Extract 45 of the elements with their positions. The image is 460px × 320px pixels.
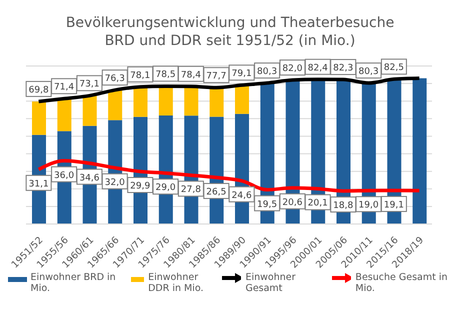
data-label: 19,1 [384, 200, 404, 210]
bar [32, 101, 46, 135]
data-label: 34,6 [79, 173, 100, 184]
data-label: 27,8 [180, 185, 202, 196]
data-label: 78,1 [130, 70, 150, 81]
data-label: 69,8 [28, 85, 49, 96]
data-label: 20,1 [308, 198, 328, 209]
data-label: 76,3 [104, 74, 125, 84]
data-label: 80,3 [358, 67, 379, 78]
data-label: 20,6 [282, 198, 303, 208]
data-label: 31,1 [28, 179, 49, 190]
bar [412, 78, 427, 224]
data-label: 24,6 [232, 190, 252, 201]
data-label: 19,0 [358, 200, 379, 211]
bar [210, 88, 224, 117]
data-label: 32,0 [104, 178, 126, 188]
legend-label: Einwohner DDR in Mio. [148, 272, 204, 294]
data-label: 18,8 [333, 200, 354, 211]
data-label: 82,0 [282, 64, 303, 74]
data-label: 26,5 [206, 187, 226, 198]
bar [108, 90, 122, 120]
data-label: 80,3 [257, 67, 278, 78]
bar [134, 86, 148, 117]
bar [235, 85, 249, 114]
data-label: 77,7 [206, 72, 226, 82]
data-label: 79,1 [232, 69, 252, 80]
data-label: 82,4 [308, 63, 328, 74]
data-label: 19,5 [257, 200, 278, 210]
data-label: 82,3 [333, 64, 354, 74]
legend-label: Einwohner Gesamt [245, 272, 296, 294]
data-label: 71,4 [54, 82, 74, 93]
data-label: 29,9 [130, 182, 150, 192]
data-label: 78,5 [156, 70, 176, 80]
bar [184, 86, 198, 116]
chart-title: Bevölkerungsentwicklung und Theaterbesuche BRD und DDR seit 1951/52 (in Mio.) [64, 14, 396, 50]
data-label: 36,0 [54, 170, 74, 181]
bar [57, 98, 72, 132]
data-label: 78,4 [180, 70, 202, 80]
legend-label: Einwohner BRD in Mio. [30, 272, 117, 294]
bar [82, 96, 97, 126]
data-label: 82,5 [384, 63, 404, 74]
legend-label: Besuche Gesamt in Mio. [355, 272, 448, 294]
data-label: 73,1 [79, 80, 100, 90]
bar [158, 86, 173, 116]
data-label: 29,0 [156, 183, 176, 194]
